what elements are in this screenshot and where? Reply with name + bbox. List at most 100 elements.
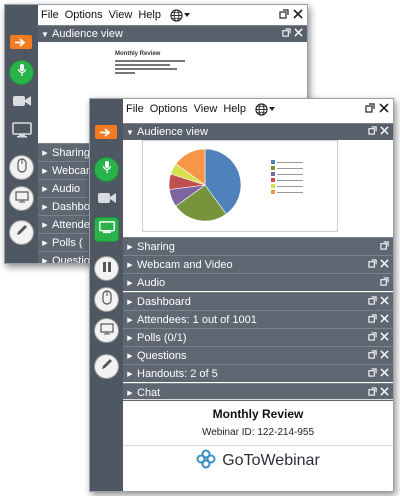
popout-icon[interactable] xyxy=(368,331,377,344)
legend-entry xyxy=(271,165,303,171)
popout-icon[interactable] xyxy=(368,349,377,362)
close-icon[interactable] xyxy=(293,8,303,22)
presenter-screen-icon xyxy=(99,322,114,340)
panel-row[interactable]: ▶ Dashboard xyxy=(123,292,393,310)
popout-icon[interactable] xyxy=(368,258,377,271)
close-icon[interactable] xyxy=(380,313,389,326)
chevron-right-icon: ▶ xyxy=(127,298,133,306)
collapse-arrow-button[interactable] xyxy=(10,35,32,49)
screen-share-button[interactable] xyxy=(9,120,34,145)
close-icon[interactable] xyxy=(294,28,303,40)
panel-row[interactable]: ▶ Chat xyxy=(123,383,393,401)
microphone-icon xyxy=(17,63,27,82)
close-icon[interactable] xyxy=(379,102,389,116)
collapse-arrow-button[interactable] xyxy=(95,125,117,139)
presenter-button[interactable] xyxy=(9,186,34,211)
panel-row[interactable]: ▶ Audio xyxy=(123,273,393,291)
menu-view[interactable]: View xyxy=(193,103,218,115)
panel-row[interactable]: ▶ Questions xyxy=(123,346,393,364)
panel-row[interactable]: ▶ Sharing xyxy=(123,237,393,255)
front-window: File Options View Help xyxy=(89,98,394,492)
panel-row[interactable]: ▶ Webcam and Video xyxy=(123,255,393,273)
mouse-control-button[interactable] xyxy=(94,287,119,312)
legend-entry xyxy=(271,171,303,177)
document-line xyxy=(115,60,185,62)
chevron-right-icon: ▶ xyxy=(42,167,48,175)
pen-icon xyxy=(15,223,29,242)
chevron-down-icon: ▼ xyxy=(41,29,49,39)
popout-icon[interactable] xyxy=(368,313,377,326)
menu-view[interactable]: View xyxy=(108,9,133,21)
panel-row-label: Questio xyxy=(52,254,90,264)
legend-text-line xyxy=(277,173,303,175)
presenter-button[interactable] xyxy=(94,318,119,343)
drawing-tools-button[interactable] xyxy=(94,354,119,379)
popout-icon[interactable] xyxy=(282,28,291,40)
popout-icon[interactable] xyxy=(368,295,377,308)
control-toolbar xyxy=(5,5,38,263)
audience-view-header[interactable]: ▼ Audience view xyxy=(123,123,393,140)
pie-chart xyxy=(168,148,242,222)
popout-icon[interactable] xyxy=(368,386,377,399)
panel-row-label: Dashbo xyxy=(52,200,90,213)
menu-help[interactable]: Help xyxy=(138,9,161,21)
popout-icon[interactable] xyxy=(368,367,377,380)
close-icon[interactable] xyxy=(380,349,389,362)
close-icon[interactable] xyxy=(380,126,389,138)
shared-pie-chart-screen xyxy=(142,140,338,232)
chevron-right-icon: ▶ xyxy=(42,185,48,193)
menu-options[interactable]: Options xyxy=(64,9,103,21)
popout-icon[interactable] xyxy=(368,126,377,138)
pie-slice xyxy=(175,184,227,222)
legend-entry xyxy=(271,189,303,195)
webcam-button[interactable] xyxy=(94,188,119,213)
legend-entry xyxy=(271,159,303,165)
document-line xyxy=(115,72,135,74)
microphone-button[interactable] xyxy=(9,60,34,85)
webcam-icon xyxy=(12,94,32,113)
panel-row[interactable]: ▶ Handouts: 2 of 5 xyxy=(123,364,393,382)
menu-file[interactable]: File xyxy=(41,9,59,21)
legend-swatch xyxy=(271,160,275,164)
chevron-right-icon: ▶ xyxy=(127,243,133,251)
webcam-button[interactable] xyxy=(9,91,34,116)
legend-swatch xyxy=(271,172,275,176)
legend-entry xyxy=(271,183,303,189)
close-icon[interactable] xyxy=(380,386,389,399)
mouse-control-button[interactable] xyxy=(9,155,34,180)
audience-view-header[interactable]: ▼ Audience view xyxy=(38,25,307,42)
close-icon[interactable] xyxy=(380,295,389,308)
menu-options[interactable]: Options xyxy=(149,103,188,115)
panel-row[interactable]: ▶ Polls (0/1) xyxy=(123,328,393,346)
pause-button[interactable] xyxy=(94,256,119,281)
close-icon[interactable] xyxy=(380,331,389,344)
flower-logo-icon xyxy=(196,449,216,474)
menu-file[interactable]: File xyxy=(126,103,144,115)
panel-row[interactable]: ▶ Attendees: 1 out of 1001 xyxy=(123,310,393,328)
panel-row-label: Questions xyxy=(137,349,187,362)
legend-swatch xyxy=(271,190,275,194)
language-globe-icon[interactable] xyxy=(170,8,190,22)
close-icon[interactable] xyxy=(380,258,389,271)
presenter-screen-icon xyxy=(14,190,29,208)
popout-icon[interactable] xyxy=(380,276,389,289)
pen-icon xyxy=(100,357,114,376)
popout-icon[interactable] xyxy=(365,102,375,116)
chevron-right-icon: ▶ xyxy=(42,257,48,264)
chevron-right-icon: ▶ xyxy=(127,370,133,378)
control-toolbar xyxy=(90,99,123,491)
screen-share-button[interactable] xyxy=(94,217,119,242)
popout-icon[interactable] xyxy=(380,240,389,253)
microphone-button[interactable] xyxy=(94,157,119,182)
chevron-right-icon: ▶ xyxy=(127,316,133,324)
drawing-tools-button[interactable] xyxy=(9,220,34,245)
panel-row-label: Handouts: 2 of 5 xyxy=(137,367,218,380)
chevron-right-icon: ▶ xyxy=(127,352,133,360)
language-globe-icon[interactable] xyxy=(255,102,275,116)
close-icon[interactable] xyxy=(380,367,389,380)
panel-row-label: Attendees: 1 out of 1001 xyxy=(137,313,257,326)
popout-icon[interactable] xyxy=(279,8,289,22)
chevron-right-icon: ▶ xyxy=(42,203,48,211)
menu-help[interactable]: Help xyxy=(223,103,246,115)
chevron-right-icon: ▶ xyxy=(42,239,48,247)
